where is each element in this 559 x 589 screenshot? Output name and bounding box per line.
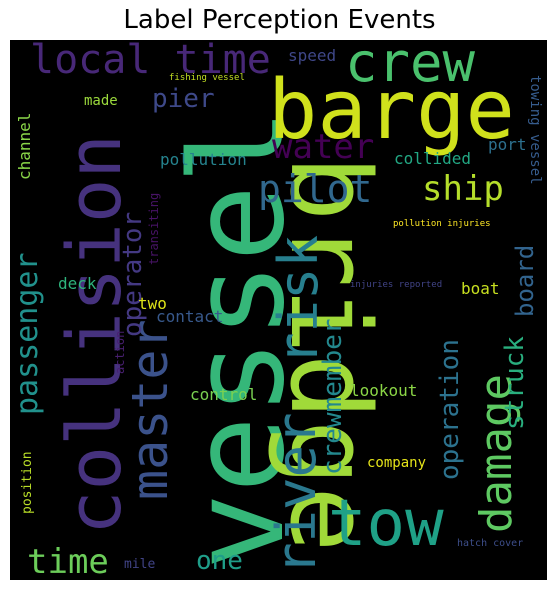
word: made <box>84 93 118 109</box>
word: pollution injuries <box>393 219 491 229</box>
word: board <box>511 244 539 317</box>
word: action <box>113 330 127 374</box>
word: master <box>121 319 179 500</box>
word: operator <box>118 211 148 337</box>
word: contact <box>156 307 224 326</box>
chart-title: Label Perception Events <box>123 5 436 35</box>
word: ship <box>422 169 504 209</box>
word: transiting <box>147 192 161 265</box>
word: hatch cover <box>457 538 524 549</box>
word: one <box>196 546 243 576</box>
word: port <box>488 135 527 154</box>
word: deck <box>58 274 97 293</box>
word: pilot <box>258 167 373 211</box>
word: struck <box>500 336 530 430</box>
word: crew <box>345 40 476 94</box>
word-cloud: vessel bridge barge collision tow crew r… <box>10 40 547 580</box>
word: passenger <box>10 252 45 415</box>
word: crewmember <box>318 318 348 475</box>
word: water <box>272 127 375 167</box>
word: time <box>27 542 109 580</box>
word: local time <box>30 40 271 83</box>
word: tow <box>328 487 444 561</box>
word: company <box>367 455 427 471</box>
word: pier <box>152 84 215 114</box>
word: boat <box>461 279 500 298</box>
word: fishing vessel <box>169 73 245 83</box>
word: position <box>20 451 35 514</box>
word: speed <box>288 46 337 65</box>
word: channel <box>15 112 34 180</box>
word: control <box>190 385 258 404</box>
word: river <box>265 412 328 575</box>
word: injuries reported <box>350 280 443 290</box>
word: two <box>138 294 167 313</box>
word: pollution <box>160 150 247 169</box>
word: collided <box>394 149 472 168</box>
word: towing vessel <box>527 75 543 185</box>
word: lookout <box>350 381 418 400</box>
word: mile <box>124 557 156 572</box>
word: barge <box>268 63 515 158</box>
word: operation <box>435 339 465 480</box>
